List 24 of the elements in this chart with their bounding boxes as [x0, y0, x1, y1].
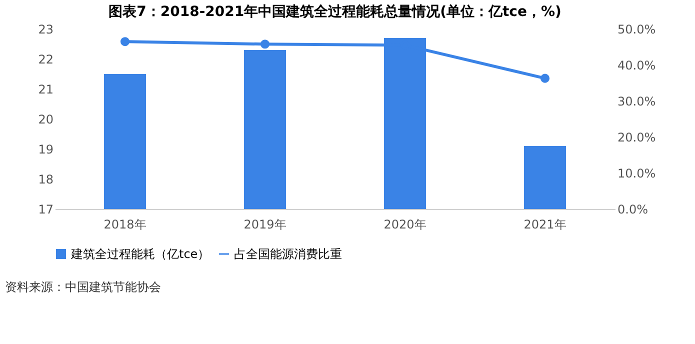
y2-tick-label: 20.0% — [618, 130, 656, 144]
point — [120, 37, 130, 46]
y2-tick-label: 30.0% — [618, 94, 656, 108]
y-tick-label: 21 — [38, 82, 54, 96]
legend-label: 占全国能源消费比重 — [234, 247, 342, 261]
chart-title: 图表7：2018-2021年中国建筑全过程能耗总量情况(单位：亿tce，%) — [108, 4, 562, 20]
y-tick-label: 19 — [38, 142, 54, 156]
x-tick-label: 2021年 — [524, 218, 566, 232]
y2-tick-label: 0.0% — [618, 202, 648, 216]
y2-tick-label: 10.0% — [618, 166, 656, 180]
y-tick-label: 23 — [38, 22, 54, 36]
y2-tick-label: 40.0% — [618, 58, 656, 72]
y2-tick-label: 50.0% — [618, 22, 656, 36]
y-tick-label: 18 — [38, 172, 54, 186]
x-tick-label: 2020年 — [384, 218, 426, 232]
point — [540, 74, 550, 83]
y-tick-label: 22 — [38, 52, 54, 66]
x-tick-label: 2018年 — [104, 218, 146, 232]
x-tick-label: 2019年 — [244, 218, 286, 232]
point — [260, 40, 270, 49]
y-tick-label: 20 — [38, 112, 54, 126]
text: 资料来源：中国建筑节能协会 — [5, 280, 161, 294]
y-tick-label: 17 — [38, 202, 54, 216]
legend-label: 建筑全过程能耗（亿tce） — [70, 247, 210, 261]
